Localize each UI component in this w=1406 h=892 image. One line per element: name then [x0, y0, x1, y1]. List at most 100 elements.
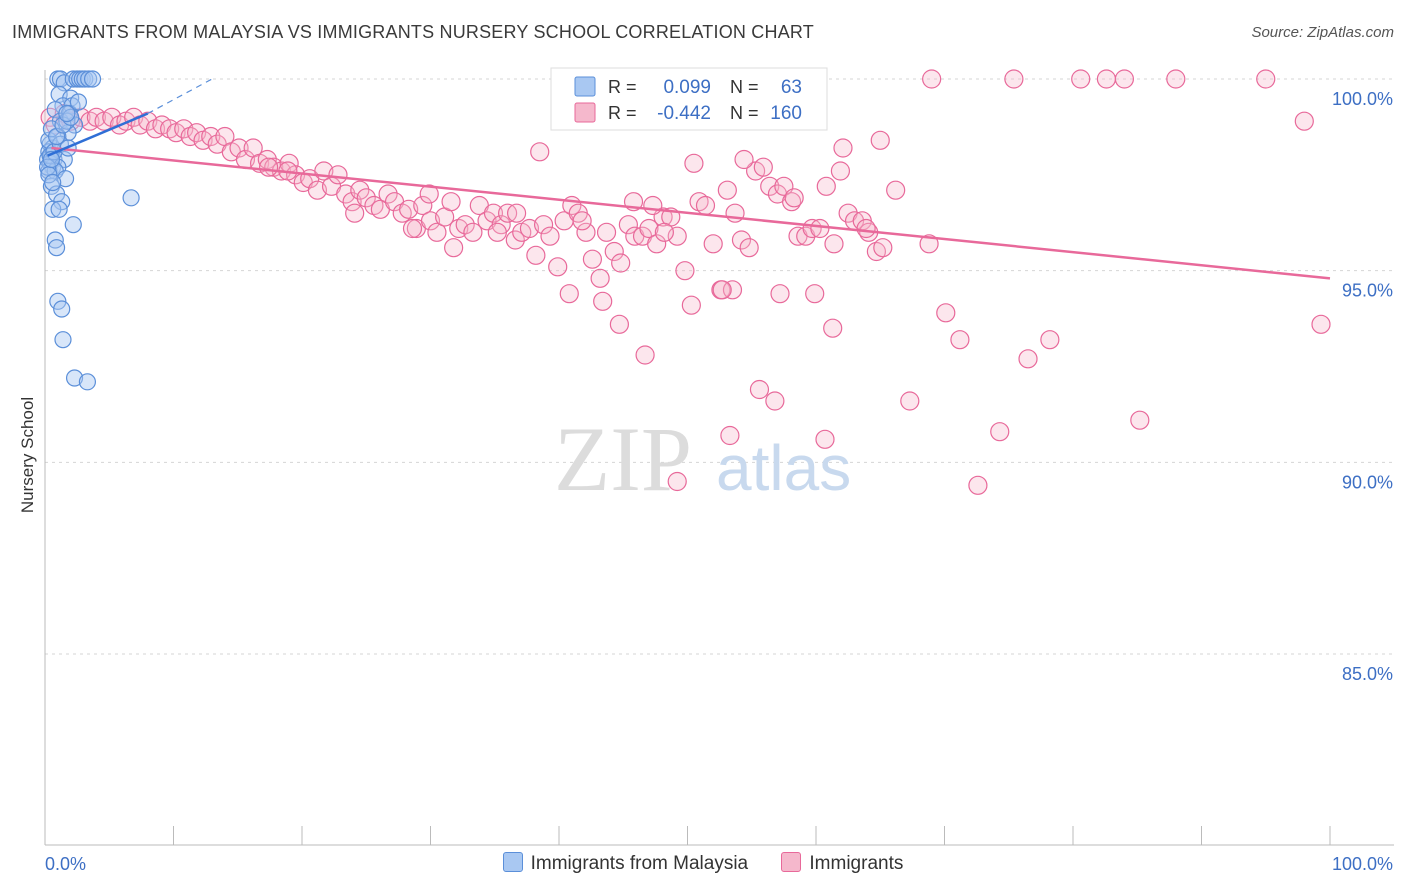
data-point: [770, 284, 790, 304]
data-point: [258, 157, 279, 177]
data-point: [950, 330, 970, 350]
legend-item-immigrants: Immigrants: [781, 852, 903, 875]
data-point: [720, 425, 740, 446]
axes: [44, 70, 1394, 846]
data-point: [870, 130, 890, 150]
data-point: [257, 149, 277, 170]
legend-swatch-blue: [574, 76, 596, 97]
data-point: [174, 119, 194, 139]
data-point: [667, 471, 687, 492]
legend-r-label: R =: [608, 103, 637, 123]
legend-swatch-immigrants: [781, 852, 802, 872]
data-point: [58, 104, 76, 123]
data-point: [639, 218, 659, 239]
data-point: [784, 188, 804, 208]
trend-line-immigrants: [51, 146, 1331, 280]
legend-n-value: 63: [781, 77, 802, 98]
data-point: [559, 284, 579, 304]
x-label-min: 0.0%: [45, 854, 86, 874]
data-point: [444, 238, 464, 258]
data-point: [533, 215, 554, 235]
data-point: [54, 331, 72, 349]
data-point: [675, 261, 695, 281]
data-point: [47, 239, 66, 257]
data-point: [463, 222, 483, 242]
data-point: [712, 280, 732, 300]
watermark-zip: ZIP: [554, 408, 692, 510]
data-point: [833, 138, 853, 158]
legend-r-label: R =: [608, 77, 637, 97]
data-point: [695, 195, 716, 216]
data-point: [823, 318, 843, 338]
data-point: [572, 211, 592, 231]
data-point: [336, 184, 356, 204]
legend-label-malaysia: Immigrants from Malaysia: [530, 853, 749, 874]
data-point: [760, 176, 780, 196]
data-point: [1018, 349, 1038, 369]
data-point: [80, 70, 98, 88]
data-point: [922, 69, 942, 89]
data-point: [1040, 330, 1060, 350]
data-point: [753, 157, 773, 177]
data-point: [44, 173, 62, 192]
data-point: [1114, 69, 1135, 89]
data-point: [582, 249, 603, 269]
data-point: [350, 180, 370, 200]
data-point: [50, 200, 68, 218]
data-point: [1071, 69, 1091, 89]
data-point: [731, 230, 752, 250]
data-point: [990, 422, 1010, 442]
data-point: [42, 150, 61, 169]
legend-swatch-pink: [574, 102, 596, 123]
data-point: [229, 138, 249, 158]
data-point: [824, 234, 844, 254]
data-point: [684, 153, 704, 173]
data-point: [830, 161, 851, 181]
data-point: [328, 165, 348, 185]
data-point: [635, 345, 655, 365]
data-point: [576, 222, 596, 242]
legend-label-immigrants: Immigrants: [809, 853, 904, 874]
legend-n-label: N =: [730, 103, 759, 123]
data-point: [810, 218, 830, 239]
data-point: [540, 226, 560, 246]
x-label-max: 100.0%: [1332, 854, 1393, 874]
data-point: [765, 391, 785, 411]
legend-n-value: 160: [770, 103, 802, 124]
data-point: [413, 195, 433, 216]
data-point: [505, 230, 525, 250]
data-point: [886, 180, 906, 200]
data-point: [78, 373, 97, 391]
chart-title: IMMIGRANTS FROM MALAYSIA VS IMMIGRANTS N…: [12, 22, 814, 42]
data-point: [596, 222, 617, 242]
data-point: [427, 222, 447, 242]
data-point: [734, 149, 754, 170]
legend-frame: [550, 67, 828, 131]
data-point: [611, 253, 631, 273]
data-point: [681, 295, 701, 315]
watermark-atlas: atlas: [716, 432, 851, 504]
data-point: [1004, 69, 1024, 89]
data-point: [1311, 314, 1331, 334]
data-point: [667, 226, 687, 246]
data-point: [593, 291, 613, 311]
data-point: [643, 195, 663, 216]
trend-line-malaysia: [47, 112, 149, 157]
data-point: [307, 180, 328, 200]
data-point: [345, 203, 365, 223]
legend-swatch-malaysia: [502, 852, 523, 872]
legend-r-value: -0.442: [657, 103, 711, 124]
y-tick-labels: 85.0% 90.0% 95.0% 100.0%: [1332, 89, 1393, 684]
data-point: [356, 188, 376, 208]
data-point: [65, 369, 84, 387]
data-point: [64, 216, 82, 234]
data-point: [968, 475, 988, 495]
data-point: [739, 238, 759, 258]
legend-r-value: 0.099: [663, 77, 711, 98]
data-point: [1256, 69, 1276, 89]
data-point: [654, 222, 674, 242]
data-point: [102, 107, 122, 127]
x-ticks: [173, 826, 1331, 845]
data-point: [378, 184, 398, 204]
data-point: [1166, 69, 1186, 89]
